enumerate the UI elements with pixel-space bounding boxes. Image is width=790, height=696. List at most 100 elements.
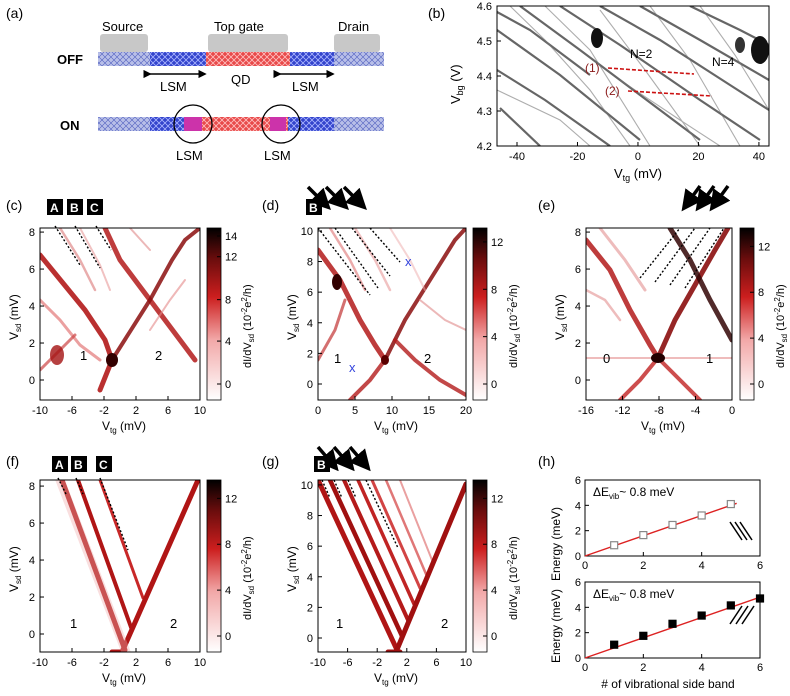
- h-xtick-label: 2: [640, 560, 646, 572]
- d-xlabel: Vtg (mV): [374, 419, 418, 435]
- panel-label-d: (d): [262, 197, 279, 213]
- c-cbar-tick-label: 4: [225, 336, 231, 348]
- e-dash-1: [639, 227, 681, 279]
- b-map-lines: [497, 6, 769, 146]
- c-xtick-label: -6: [67, 405, 77, 417]
- f-dash-a: [57, 477, 67, 495]
- c-ylabel: Vsd (mV): [7, 294, 23, 340]
- d-cbar-tick-label: 8: [491, 284, 497, 296]
- f-ytick-label: 2: [29, 592, 35, 604]
- e-charge-1: 1: [706, 351, 713, 366]
- f-colorbar: [206, 479, 222, 653]
- c-ytick-label: 6: [29, 264, 35, 276]
- svg-text:B: B: [70, 201, 79, 215]
- b-ytick-label: 4.3: [477, 106, 492, 118]
- svg-text:B: B: [317, 458, 326, 472]
- e-xtick-label: 0: [729, 405, 735, 417]
- g-xtick-label: 6: [433, 657, 439, 669]
- c-ytick-label: 0: [29, 375, 35, 387]
- h-top-plot: 0 2 4 6 0 2 4 6 ΔEvib~ 0.8 meV: [575, 475, 763, 572]
- c-dash-c: [95, 225, 112, 251]
- b-xtick-label: -20: [570, 151, 586, 163]
- e-colorbar: [739, 227, 755, 401]
- h-title: ΔEvib~ 0.8 meV: [593, 485, 674, 501]
- g-tag-b: B: [314, 456, 330, 472]
- c-charge-2: 2: [155, 348, 162, 363]
- g-ytick-label: 2: [307, 602, 313, 614]
- g-xtick-label: -10: [310, 657, 326, 669]
- c-tag-c: C: [87, 199, 103, 215]
- b-ytick-label: 4.4: [477, 71, 492, 83]
- b-xtick-label: -40: [509, 151, 525, 163]
- h-ytick-label: 6: [575, 577, 581, 589]
- lsm-circle-left: [173, 104, 213, 144]
- d-xtick-label: 20: [460, 405, 472, 417]
- c-xtick-label: -10: [32, 405, 48, 417]
- g-cbar-label: dI/dVsd (10-2e2/h): [506, 536, 522, 620]
- h-xtick-label: 4: [699, 560, 705, 572]
- e-dash-2: [654, 227, 696, 283]
- g-ytick-label: 4: [307, 572, 313, 584]
- g-cbar-tick-label: 4: [491, 585, 497, 597]
- h-data-point: [726, 499, 735, 509]
- e-cbar-tick-label: 4: [758, 333, 764, 345]
- f-xtick-label: 10: [194, 657, 206, 669]
- e-ticks: -16 -12 -8 -4 0 0 2 4 6 8 0 4 8 12 Vtg (mV) Vsd (mV) dI/…: [553, 227, 789, 435]
- h-data-point: [697, 511, 706, 520]
- g-cbar-tick-label: 0: [491, 631, 497, 643]
- f-tag-b: B: [71, 456, 87, 472]
- lsm-label-on-right: LSM: [264, 148, 291, 163]
- g-ylabel: Vsd (mV): [285, 546, 301, 592]
- h-data-point: [668, 619, 677, 628]
- g-arrow-3: [348, 445, 371, 472]
- h-ylabel-bottom: Energy (meV): [549, 589, 563, 663]
- e-ytick-label: 8: [575, 227, 581, 239]
- e-arrow-1: [681, 184, 703, 212]
- h-data-point: [697, 611, 706, 620]
- f-xtick-label: -6: [67, 657, 77, 669]
- c-tag-b: B: [67, 199, 83, 215]
- d-marker-1: x: [405, 254, 412, 269]
- h-data-point: [755, 594, 765, 603]
- f-ylabel: Vsd (mV): [7, 546, 23, 592]
- h-xtick-label: 6: [757, 662, 763, 674]
- g-xtick-label: 10: [460, 657, 472, 669]
- f-cbar-tick-label: 4: [225, 585, 231, 597]
- c-xtick-label: -2: [99, 405, 109, 417]
- h-xtick-label: 0: [582, 560, 588, 572]
- b-line-2: [627, 90, 713, 97]
- c-cbar-tick-label: 14: [225, 231, 237, 243]
- nanotube-on: [98, 117, 384, 131]
- g-charge-2: 2: [441, 616, 448, 631]
- d-ytick-label: 6: [307, 287, 313, 299]
- h-ylabel-top: Energy (meV): [549, 507, 563, 581]
- f-cbar-tick-label: 0: [225, 631, 231, 643]
- f-xtick-label: 6: [165, 657, 171, 669]
- e-cbar-tick-label: 12: [758, 241, 770, 253]
- g-xtick-label: -2: [372, 657, 382, 669]
- f-ytick-label: 8: [29, 481, 35, 493]
- c-xtick-label: 2: [133, 405, 139, 417]
- b-xtick-label: 0: [635, 151, 641, 163]
- c-xlabel: Vtg (mV): [102, 419, 146, 435]
- simulation-f: A B C 1 2 -10 -6 -2 2 6 10 0 2 4 6 8 0 4 8 12 Vtg (mV) V…: [7, 456, 256, 687]
- b-xtick-label: 40: [753, 151, 765, 163]
- h-data-point: [639, 530, 648, 540]
- h-xlabel: # of vibrational side band: [601, 677, 734, 691]
- f-xtick-label: -10: [32, 657, 48, 669]
- h-xtick-label: 2: [640, 662, 646, 674]
- stability-map-c: A B C 1 2 -10 -6 -2 2 6 10 0 2 4 6 8 0 4 8 12 14 Vtg (mV…: [7, 199, 256, 435]
- stability-map-e: 0 1 -16 -12 -8 -4 0 0 2 4 6 8 0 4 8 12 Vtg (mV) Vsd (mV…: [553, 184, 789, 435]
- d-dash-4: [369, 227, 401, 263]
- top-gate-electrode: [208, 34, 288, 52]
- g-dash-4: [365, 479, 399, 549]
- device-schematic: Source Top gate Drain OFF ON LSM QD LSM: [57, 19, 384, 163]
- e-cbar-tick-label: 8: [758, 287, 764, 299]
- e-ytick-label: 2: [575, 338, 581, 350]
- h-xtick-label: 6: [757, 560, 763, 572]
- c-charge-1: 1: [80, 348, 87, 363]
- drain-label: Drain: [338, 19, 369, 34]
- d-ylabel: Vsd (mV): [285, 294, 301, 340]
